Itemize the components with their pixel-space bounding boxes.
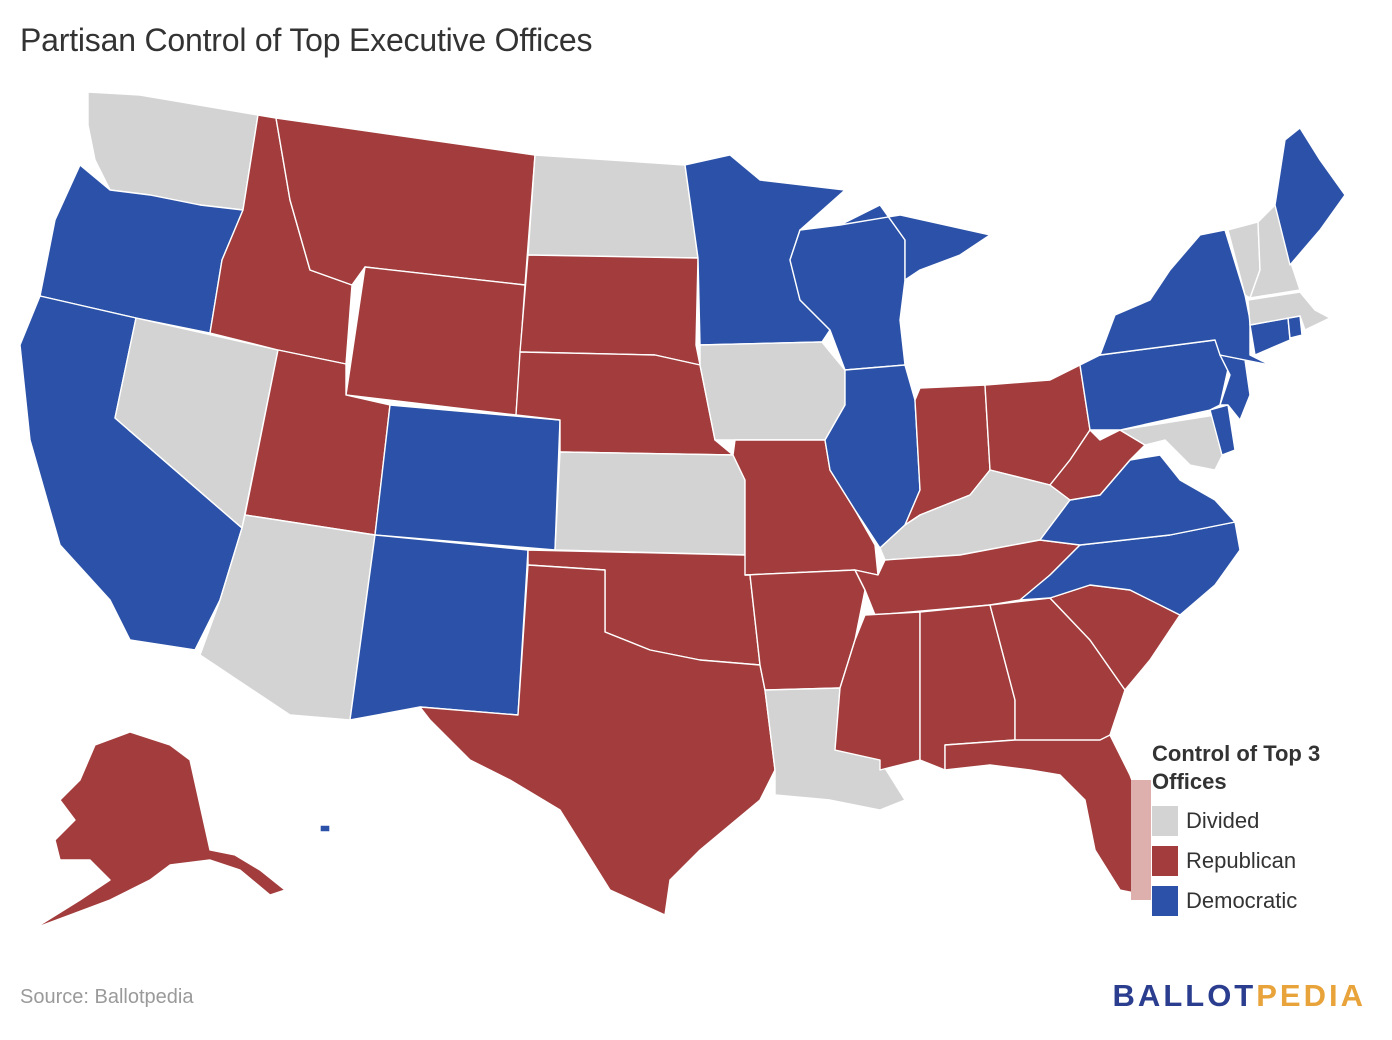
state-iowa[interactable] (699, 341, 846, 441)
legend-label: Democratic (1186, 888, 1298, 913)
legend-label: Divided (1186, 808, 1260, 833)
legend-item-democratic: Democratic (1152, 886, 1372, 916)
state-michigan[interactable] (839, 204, 991, 281)
legend-title: Control of Top 3 Offices (1152, 741, 1321, 794)
state-wyoming[interactable] (345, 266, 526, 416)
ballotpedia-logo[interactable]: BALLOTPEDIA (1113, 978, 1366, 1014)
legend-item-republican: Republican (1152, 846, 1372, 876)
state-kansas[interactable] (554, 451, 746, 556)
legend-swatch-democratic (1152, 886, 1178, 916)
page-title: Partisan Control of Top Executive Office… (20, 22, 593, 58)
state-montana[interactable] (275, 117, 536, 286)
state-delaware[interactable] (1209, 404, 1236, 456)
state-north-dakota[interactable] (527, 154, 699, 259)
state-new-jersey[interactable] (1219, 354, 1251, 421)
state-new-mexico[interactable] (349, 534, 529, 721)
state-rhode-island[interactable] (1287, 315, 1303, 339)
legend-item-divided: Divided (1152, 806, 1372, 836)
logo-part-pedia: PEDIA (1256, 978, 1366, 1013)
legend-swatch-divided (1152, 806, 1178, 836)
source-note: Source: Ballotpedia (20, 986, 194, 1008)
state-new-york[interactable] (1099, 229, 1271, 366)
state-texas[interactable] (419, 564, 776, 916)
florida-highlight (1131, 780, 1151, 900)
legend: Control of Top 3 Offices Divided Republi… (1152, 740, 1372, 916)
logo-part-ballot: BALLOT (1112, 978, 1257, 1013)
legend-label: Republican (1186, 848, 1297, 873)
state-south-dakota[interactable] (519, 254, 701, 366)
state-north-carolina[interactable] (1019, 521, 1241, 616)
legend-swatch-republican (1152, 846, 1178, 876)
state-maine[interactable] (1274, 127, 1346, 266)
state-massachusetts[interactable] (1247, 291, 1331, 331)
state-alaska[interactable] (34, 731, 286, 929)
state-florida[interactable] (944, 734, 1151, 896)
state-hawaii[interactable] (319, 824, 331, 833)
state-colorado[interactable] (374, 404, 561, 551)
